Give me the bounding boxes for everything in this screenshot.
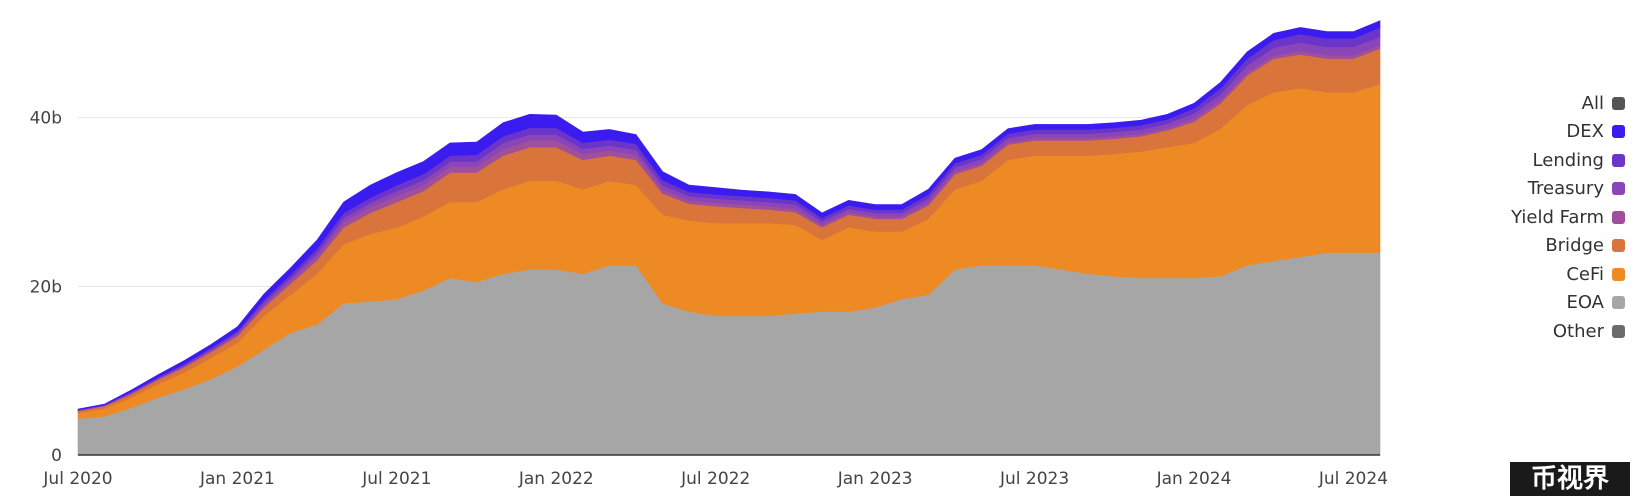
legend-item-bridge[interactable]: Bridge xyxy=(1455,232,1625,261)
legend-label: Yield Farm xyxy=(1511,206,1604,228)
x-tick-label: Jan 2022 xyxy=(518,469,594,489)
legend-item-cefi[interactable]: CeFi xyxy=(1455,260,1625,289)
legend-item-other[interactable]: Other xyxy=(1455,317,1625,346)
x-tick-label: Jan 2024 xyxy=(1156,469,1232,489)
area-dex xyxy=(77,20,1381,411)
x-tick-labels: Jul 2020 Jan 2021 Jul 2021 Jan 2022 Jul 2022… xyxy=(42,469,1388,489)
y-tick-label: 40b xyxy=(30,109,62,129)
y-tick-label: 20b xyxy=(30,277,62,297)
x-tick-label: Jul 2020 xyxy=(42,469,112,489)
legend-label: Bridge xyxy=(1545,235,1604,257)
x-tick-label: Jul 2021 xyxy=(361,469,431,489)
legend-item-dex[interactable]: DEX xyxy=(1455,118,1625,147)
x-tick-label: Jul 2024 xyxy=(1318,469,1388,489)
y-tick-label: 0 xyxy=(51,446,62,466)
legend-label: Other xyxy=(1552,320,1604,342)
legend-label: DEX xyxy=(1566,121,1604,143)
y-tick-labels: 0 20b 40b xyxy=(30,109,62,466)
legend-item-all[interactable]: All xyxy=(1455,89,1625,118)
watermark-logo: 币视界 xyxy=(1510,462,1630,496)
legend-item-yield-farm[interactable]: Yield Farm xyxy=(1455,203,1625,232)
legend-item-eoa[interactable]: EOA xyxy=(1455,289,1625,318)
legend-swatch xyxy=(1612,96,1625,110)
x-tick-label: Jul 2023 xyxy=(999,469,1069,489)
legend-swatch xyxy=(1612,296,1625,310)
legend-swatch xyxy=(1612,125,1625,139)
legend-swatch xyxy=(1612,153,1625,167)
legend-swatch xyxy=(1612,182,1625,196)
legend-label: All xyxy=(1581,92,1604,114)
legend-label: Lending xyxy=(1532,149,1604,171)
x-tick-label: Jan 2021 xyxy=(199,469,275,489)
legend-item-treasury[interactable]: Treasury xyxy=(1455,175,1625,204)
legend: All DEX Lending Treasury Yield Farm Bridge CeF… xyxy=(1455,89,1625,346)
legend-label: EOA xyxy=(1566,292,1604,314)
legend-swatch xyxy=(1612,239,1625,253)
area-series xyxy=(77,20,1381,456)
legend-swatch xyxy=(1612,210,1625,224)
legend-label: Treasury xyxy=(1527,178,1604,200)
legend-label: CeFi xyxy=(1566,263,1604,285)
legend-swatch xyxy=(1612,324,1625,338)
legend-swatch xyxy=(1612,267,1625,281)
x-tick-label: Jan 2023 xyxy=(837,469,913,489)
legend-item-lending[interactable]: Lending xyxy=(1455,146,1625,175)
x-tick-label: Jul 2022 xyxy=(680,469,750,489)
